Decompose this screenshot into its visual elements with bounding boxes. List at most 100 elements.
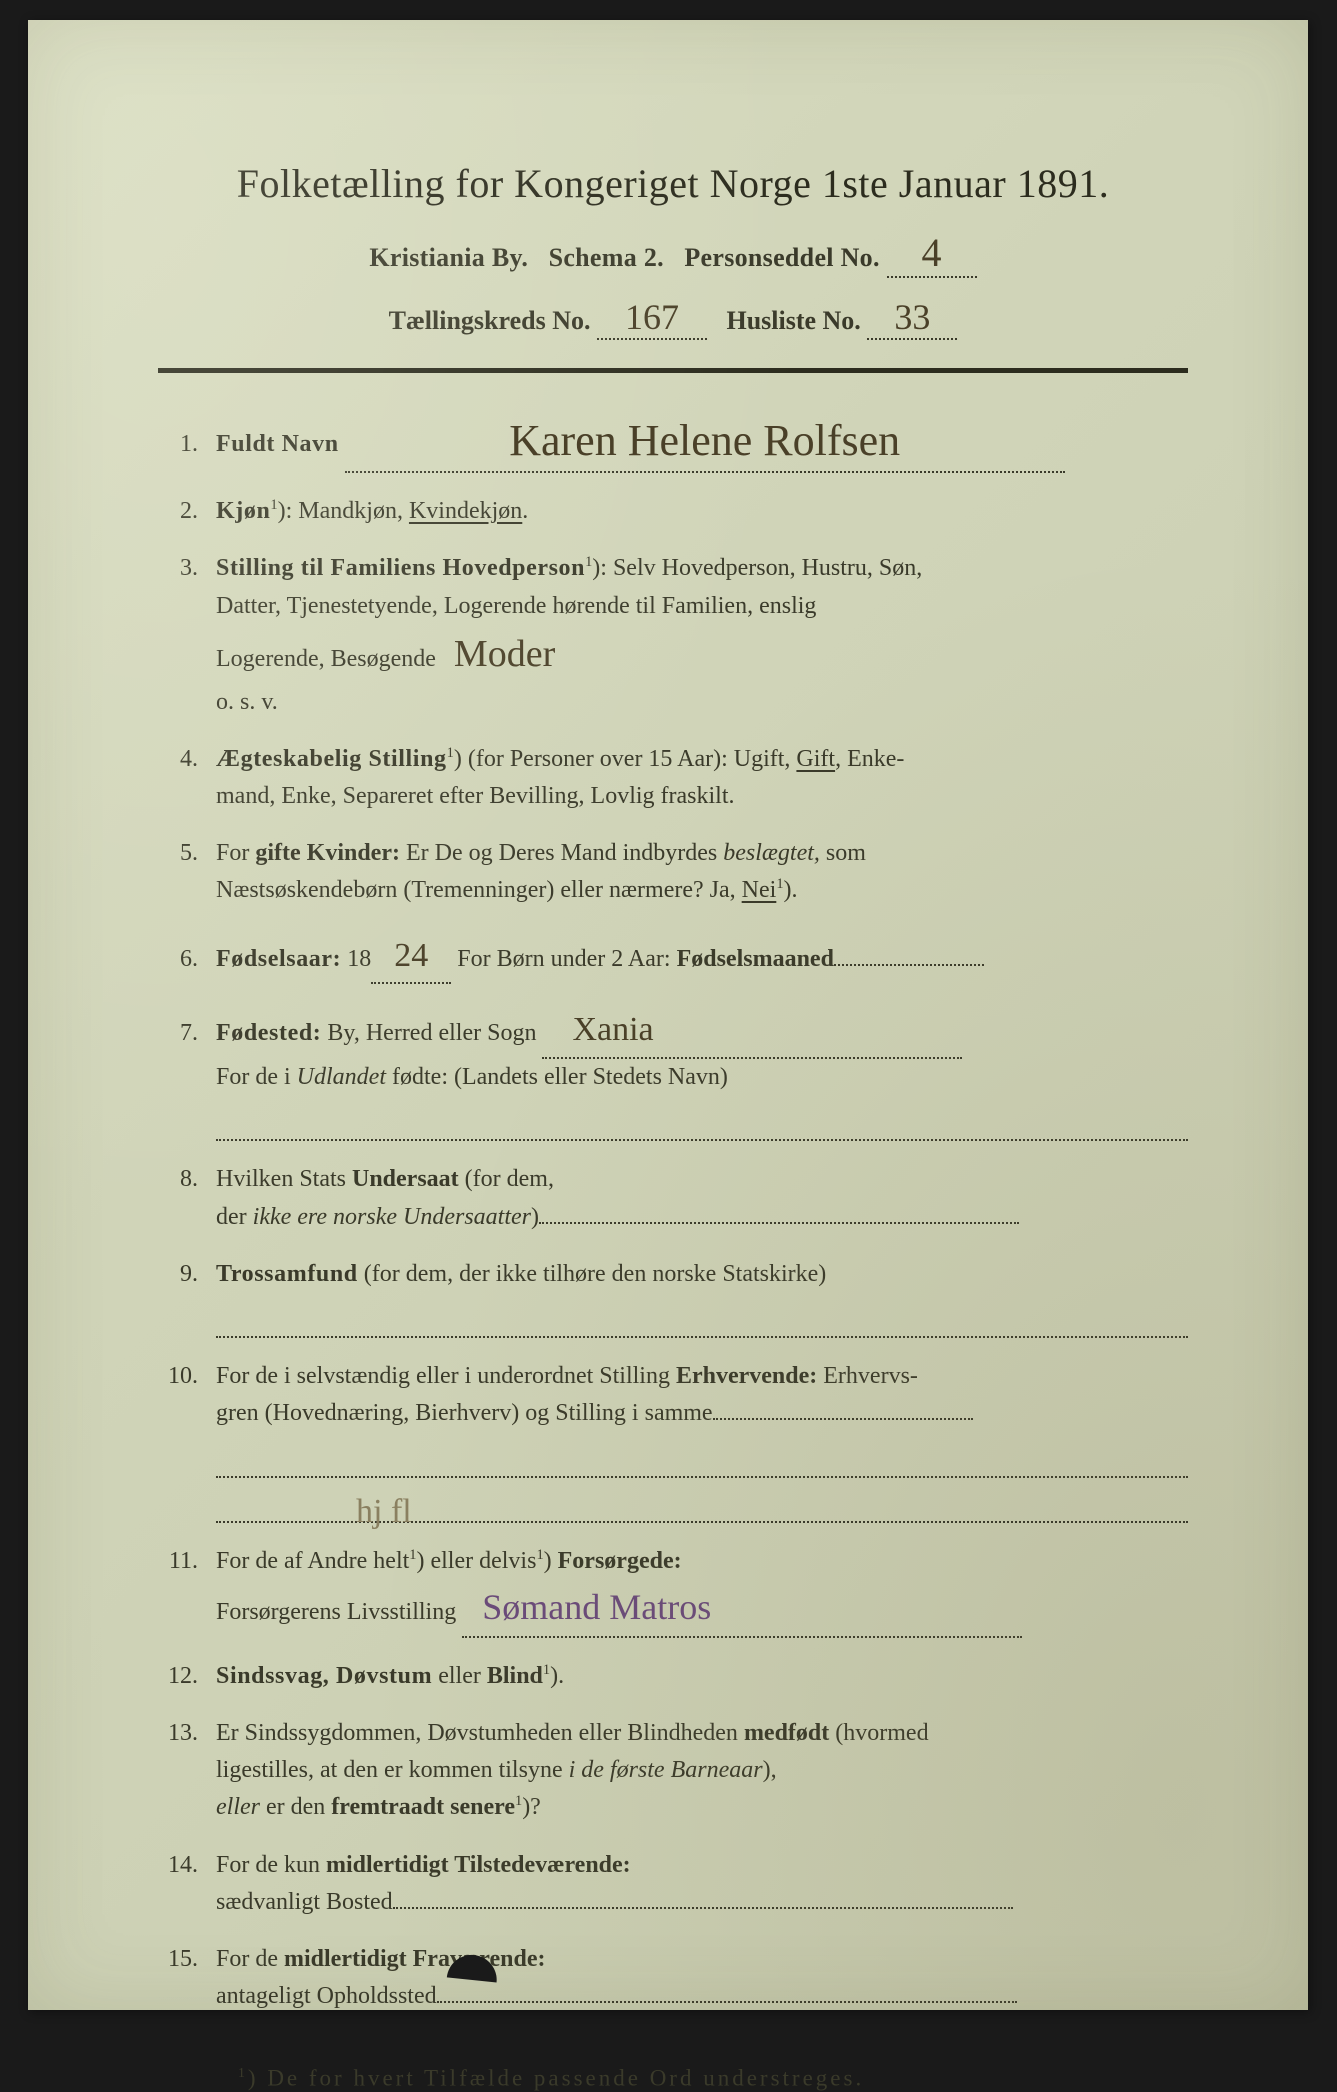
kreds-no: 167 xyxy=(597,296,707,340)
q15-line2: antageligt Opholdssted xyxy=(216,1983,437,2009)
q2-body: Kjøn1): Mandkjøn, Kvindekjøn. xyxy=(216,493,1188,530)
q2-num: 2. xyxy=(158,493,216,530)
q1-label: Fuldt Navn xyxy=(216,431,339,457)
q13-line2a: ligestilles, at den er kommen tilsyne xyxy=(216,1757,569,1783)
q13-italic: i de første Barneaar xyxy=(569,1757,763,1783)
q1-num: 1. xyxy=(158,426,216,463)
q5-underlined: Nei xyxy=(742,877,777,903)
q2-text-b: . xyxy=(522,498,528,524)
q12-text-b: ). xyxy=(550,1663,564,1689)
q10-text-a: For de i selvstændig eller i underordnet… xyxy=(216,1363,676,1389)
q5-body: For gifte Kvinder: Er De og Deres Mand i… xyxy=(216,835,1188,909)
q8-line2: der xyxy=(216,1204,253,1230)
q3-value: Moder xyxy=(454,633,555,675)
personseddel-no: 4 xyxy=(887,229,977,278)
q15-label: midlertidigt Fraværende: xyxy=(284,1946,546,1972)
q5-line2b: ). xyxy=(784,877,798,903)
q3-line4: o. s. v. xyxy=(216,689,278,715)
q1-value: Karen Helene Rolfsen xyxy=(509,416,900,465)
q3-num: 3. xyxy=(158,550,216,587)
q7-label: Fødested: xyxy=(216,1020,321,1046)
q13-text-a: Er Sindssygdommen, Døvstumheden eller Bl… xyxy=(216,1720,744,1746)
q15-row: 15. For de midlertidigt Fraværende: anta… xyxy=(158,1941,1188,2015)
q2-sup: 1 xyxy=(270,497,277,513)
q11-body: For de af Andre helt1) eller delvis1) Fo… xyxy=(216,1543,1188,1638)
q13-line3a: er den xyxy=(260,1794,331,1820)
q10-dotline2: hj fl xyxy=(216,1492,1188,1523)
q15-text-a: For de xyxy=(216,1946,284,1972)
q14-line2: sædvanligt Bosted xyxy=(216,1889,393,1915)
q8-line2b: ) xyxy=(531,1204,539,1230)
q11-sup2: 1 xyxy=(536,1547,543,1563)
q5-label-b: gifte Kvinder: xyxy=(255,840,400,866)
q10-row: 10. For de i selvstændig eller i underor… xyxy=(158,1358,1188,1523)
footnote-text: ) De for hvert Tilfælde passende Ord und… xyxy=(248,2066,864,2091)
q11-num: 11. xyxy=(158,1543,216,1580)
form-subline-2: Tællingskreds No. 167 Husliste No. 33 xyxy=(158,296,1188,340)
personseddel-label: Personseddel No. xyxy=(684,243,879,272)
q10-line2: gren (Hovednæring, Bierhverv) og Stillin… xyxy=(216,1400,713,1426)
q9-text: (for dem, der ikke tilhøre den norske St… xyxy=(358,1261,827,1287)
q5-sup: 1 xyxy=(776,876,783,892)
q9-row: 9. Trossamfund (for dem, der ikke tilhør… xyxy=(158,1256,1188,1338)
census-form-page: Folketælling for Kongeriget Norge 1ste J… xyxy=(28,20,1308,2010)
q6-text-b: For Børn under 2 Aar: xyxy=(451,946,676,972)
q2-text-a: ): Mandkjøn, xyxy=(278,498,409,524)
q12-body: Sindssvag, Døvstum eller Blind1). xyxy=(216,1658,1188,1695)
q15-num: 15. xyxy=(158,1941,216,1978)
q14-label: midlertidigt Tilstedeværende: xyxy=(326,1852,631,1878)
q4-text-a: ) (for Personer over 15 Aar): Ugift, xyxy=(454,746,797,772)
q8-num: 8. xyxy=(158,1161,216,1198)
q5-italic: beslægtet, xyxy=(723,840,820,866)
q4-num: 4. xyxy=(158,741,216,778)
form-title: Folketælling for Kongeriget Norge 1ste J… xyxy=(158,160,1188,207)
q3-line2: Datter, Tjenestetyende, Logerende hørend… xyxy=(216,593,816,619)
q2-underlined: Kvindekjøn xyxy=(409,498,522,524)
q12-row: 12. Sindssvag, Døvstum eller Blind1). xyxy=(158,1658,1188,1695)
q1-body: Fuldt Navn Karen Helene Rolfsen xyxy=(216,403,1188,473)
q6-row: 6. Fødselsaar: 1824 For Børn under 2 Aar… xyxy=(158,930,1188,985)
q7-value: Xania xyxy=(572,1011,653,1048)
q11-value: Sømand Matros xyxy=(482,1587,711,1627)
city-label: Kristiania By. xyxy=(369,243,528,272)
q4-body: Ægteskabelig Stilling1) (for Personer ov… xyxy=(216,741,1188,815)
q12-label2: Blind xyxy=(487,1663,543,1689)
q10-body: For de i selvstændig eller i underordnet… xyxy=(216,1358,1188,1523)
q4-underlined: Gift xyxy=(796,746,835,772)
q2-row: 2. Kjøn1): Mandkjøn, Kvindekjøn. xyxy=(158,493,1188,530)
q4-text-b: , Enke- xyxy=(835,746,904,772)
q10-num: 10. xyxy=(158,1358,216,1395)
q11-text-c: ) xyxy=(544,1548,558,1574)
q5-label-a: For xyxy=(216,840,255,866)
kreds-label: Tællingskreds No. xyxy=(389,306,591,335)
q6-label2: Fødselsmaaned xyxy=(677,946,834,972)
q12-text-a: eller xyxy=(432,1663,487,1689)
q7-body: Fødested: By, Herred eller Sogn Xania Fo… xyxy=(216,1004,1188,1141)
q13-num: 13. xyxy=(158,1715,216,1752)
q13-row: 13. Er Sindssygdommen, Døvstumheden elle… xyxy=(158,1715,1188,1827)
q13-body: Er Sindssygdommen, Døvstumheden eller Bl… xyxy=(216,1715,1188,1827)
form-subline-1: Kristiania By. Schema 2. Personseddel No… xyxy=(158,229,1188,278)
q10-value: hj fl xyxy=(356,1486,412,1539)
q7-line2: For de i xyxy=(216,1064,297,1090)
q14-num: 14. xyxy=(158,1847,216,1884)
q15-body: For de midlertidigt Fraværende: antageli… xyxy=(216,1941,1188,2015)
q11-text-a: For de af Andre helt xyxy=(216,1548,409,1574)
q11-text-b: ) eller delvis xyxy=(416,1548,536,1574)
q7-text-a: By, Herred eller Sogn xyxy=(321,1020,536,1046)
q13-line3ai: eller xyxy=(216,1794,260,1820)
q5-text-b: som xyxy=(820,840,866,866)
q13-label: medfødt xyxy=(744,1720,829,1746)
q5-text-a: Er De og Deres Mand indbyrdes xyxy=(400,840,723,866)
q8-text-b: (for dem, xyxy=(459,1166,554,1192)
q14-row: 14. For de kun midlertidigt Tilstedevære… xyxy=(158,1847,1188,1921)
q3-label: Stilling til Familiens Hovedperson xyxy=(216,555,585,581)
q3-body: Stilling til Familiens Hovedperson1): Se… xyxy=(216,550,1188,720)
q12-label: Sindssvag, Døvstum xyxy=(216,1663,432,1689)
husliste-no: 33 xyxy=(867,296,957,340)
q13-line2b: ), xyxy=(763,1757,777,1783)
q9-dotline xyxy=(216,1307,1188,1338)
q14-body: For de kun midlertidigt Tilstedeværende:… xyxy=(216,1847,1188,1921)
q4-row: 4. Ægteskabelig Stilling1) (for Personer… xyxy=(158,741,1188,815)
q6-body: Fødselsaar: 1824 For Børn under 2 Aar: F… xyxy=(216,930,1188,985)
